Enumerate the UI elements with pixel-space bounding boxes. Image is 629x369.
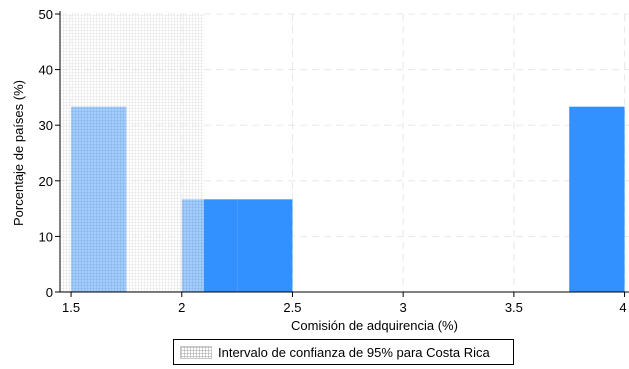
legend: Intervalo de confianza de 95% para Costa…: [173, 339, 514, 365]
y-axis-title: Porcentaje de países (%): [11, 80, 26, 226]
legend-swatch-ci: [180, 345, 212, 359]
confidence-interval-band: [60, 14, 204, 292]
y-tick-label: 10: [39, 229, 53, 244]
x-tick-label: 2: [178, 300, 185, 315]
y-tick-label: 30: [39, 118, 53, 133]
x-tick-label: 1.5: [62, 300, 80, 315]
x-tick-label: 3: [400, 300, 407, 315]
y-tick-label: 20: [39, 174, 53, 189]
x-tick-label: 2.5: [283, 300, 301, 315]
axes: [55, 11, 629, 297]
chart-canvas: 0 10 20 30 40 50 1.5 2 2.5 3 3.5 4 Comisión de adqui…: [11, 7, 629, 333]
axis-labels: 0 10 20 30 40 50 1.5 2 2.5 3 3.5 4 Comisión de adqui…: [11, 7, 627, 333]
y-tick-label: 0: [46, 285, 53, 300]
histogram-bar: [569, 106, 625, 292]
x-tick-label: 3.5: [505, 300, 523, 315]
confidence-interval-area: [60, 14, 204, 292]
y-tick-label: 40: [39, 63, 53, 78]
x-tick-label: 4: [619, 300, 626, 315]
histogram-bar: [237, 199, 293, 292]
legend-entry-ci: Intervalo de confianza de 95% para Costa…: [218, 344, 490, 360]
y-tick-label: 50: [39, 7, 53, 22]
x-axis-title: Comisión de adquirencia (%): [291, 318, 458, 333]
